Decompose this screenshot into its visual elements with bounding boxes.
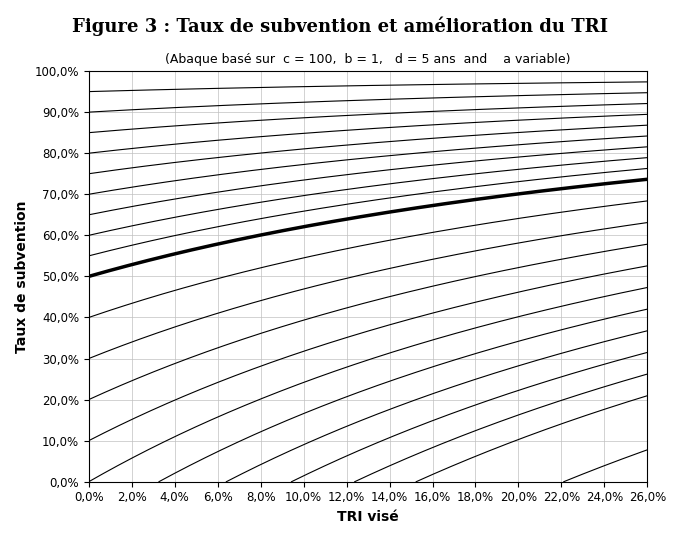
Y-axis label: Taux de subvention: Taux de subvention [15,200,29,353]
Text: Figure 3 : Taux de subvention et amélioration du TRI: Figure 3 : Taux de subvention et amélior… [72,16,609,36]
Title: (Abaque basé sur  c = 100,  b = 1,   d = 5 ans  and    a variable): (Abaque basé sur c = 100, b = 1, d = 5 a… [165,53,571,66]
X-axis label: TRI visé: TRI visé [337,510,399,524]
